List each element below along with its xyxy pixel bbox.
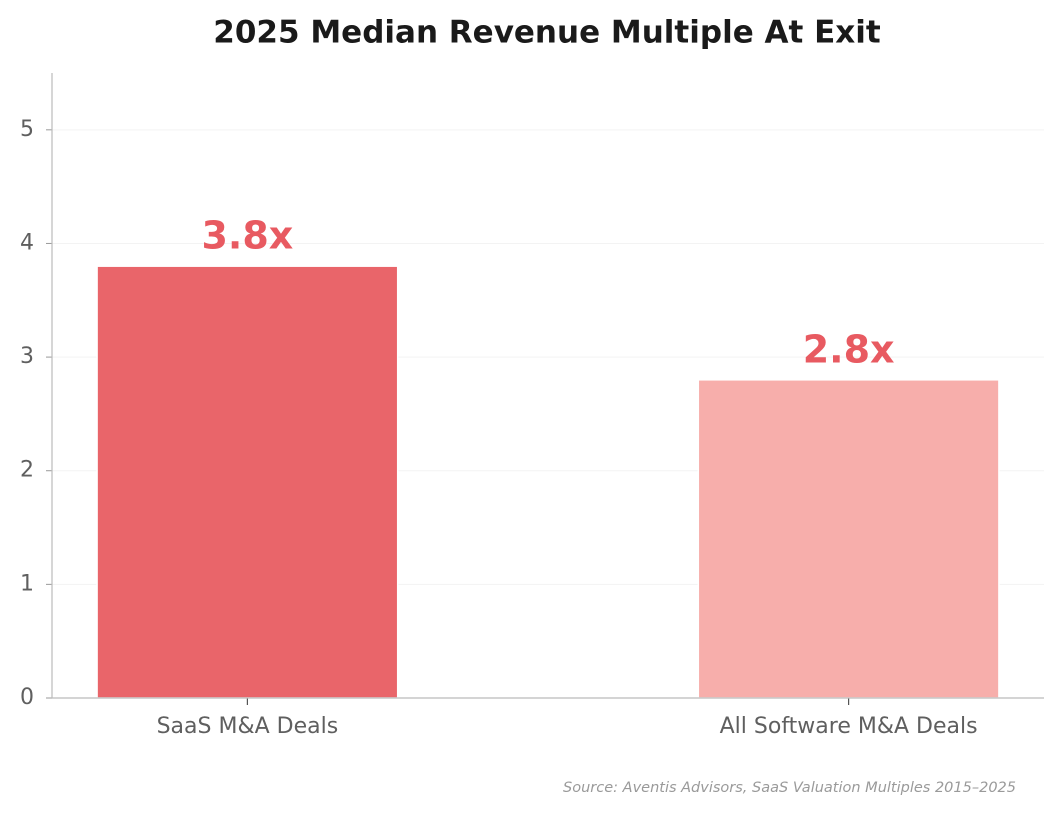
- y-tick-label: 1: [20, 571, 34, 596]
- y-tick-label: 5: [20, 117, 34, 142]
- source-note: Source: Aventis Advisors, SaaS Valuation…: [563, 780, 1016, 796]
- y-tick-label: 3: [20, 344, 34, 369]
- chart-title: 2025 Median Revenue Multiple At Exit: [213, 15, 881, 51]
- y-tick-label: 0: [20, 685, 34, 710]
- x-tick-label: All Software M&A Deals: [720, 714, 978, 739]
- x-tick-label: SaaS M&A Deals: [157, 714, 339, 739]
- value-label: 2.8x: [803, 327, 895, 371]
- bar: [697, 379, 1000, 699]
- value-label: 3.8x: [201, 214, 293, 258]
- y-tick-label: 4: [20, 230, 34, 255]
- bar: [96, 265, 399, 699]
- y-tick-label: 2: [20, 458, 34, 483]
